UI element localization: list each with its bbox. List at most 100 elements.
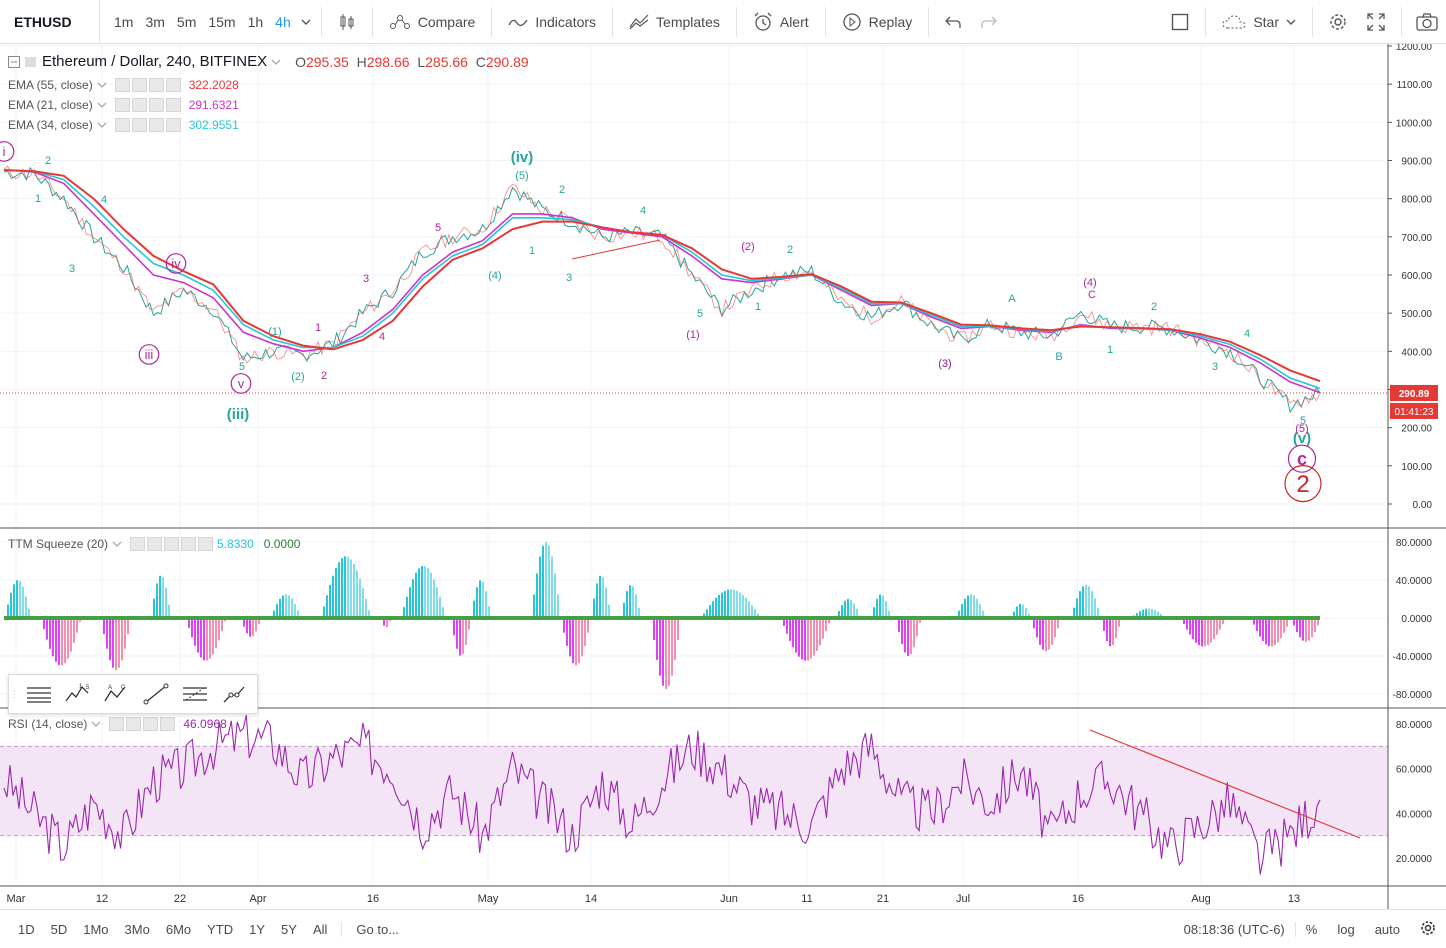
ttm-name[interactable]: TTM Squeeze (20) — [8, 537, 109, 551]
range-5y[interactable]: 5Y — [281, 921, 297, 937]
range-1mo[interactable]: 1Mo — [83, 921, 109, 937]
ema-name[interactable]: EMA (55, close) — [8, 78, 93, 92]
horizontal-lines-tool[interactable] — [19, 674, 58, 714]
trend-line-tool[interactable] — [136, 674, 175, 714]
star-button[interactable]: Star — [1212, 0, 1306, 44]
ema-line-3 — [3, 169, 1321, 383]
drag-handle[interactable]: ⋮ — [9, 688, 19, 699]
collapse-icon[interactable] — [8, 55, 20, 68]
wave-label-magenta: v — [238, 376, 245, 391]
replay-button[interactable]: Replay — [832, 0, 923, 44]
snapshot-button[interactable] — [1408, 0, 1446, 44]
ema-legend-buttons[interactable] — [114, 118, 181, 132]
indicators-icon — [508, 19, 528, 26]
auto-toggle[interactable]: auto — [1374, 921, 1400, 937]
price-tick: 1100.00 — [1397, 80, 1433, 91]
replay-icon — [843, 12, 861, 31]
ema-legend-buttons[interactable] — [114, 78, 181, 92]
svg-text:1: 1 — [79, 684, 83, 690]
gear-icon — [1421, 920, 1435, 935]
ttm-legend-buttons[interactable] — [130, 537, 214, 551]
fullscreen-button[interactable] — [1357, 0, 1395, 44]
interval-1m[interactable]: 1m — [114, 13, 134, 30]
rsi-trend-line — [1089, 729, 1361, 839]
wave-label-teal: 4 — [101, 194, 107, 206]
range-all[interactable]: All — [312, 921, 328, 937]
range-ytd[interactable]: YTD — [207, 921, 234, 937]
chevron-down-icon[interactable] — [97, 101, 107, 109]
symbol-search[interactable]: ETHUSD — [0, 0, 100, 44]
rsi-name[interactable]: RSI (14, close) — [8, 717, 88, 731]
range-3mo[interactable]: 3Mo — [124, 921, 150, 937]
path-tool[interactable] — [214, 674, 253, 714]
time-tick: 14 — [585, 893, 597, 905]
chevron-down-icon[interactable] — [91, 720, 101, 728]
chart-canvas[interactable]: 21 435(2)(1)(3)(iv)(5)2134(4)215AB12345(v… — [0, 44, 1446, 909]
ema-value: 291.6321 — [188, 98, 239, 112]
percent-toggle[interactable]: % — [1294, 921, 1328, 937]
interval-15m[interactable]: 15m — [208, 13, 236, 30]
templates-button[interactable]: Templates — [619, 0, 730, 44]
undo-button[interactable] — [935, 0, 971, 44]
wave-label-teal: (iv) — [511, 149, 534, 166]
wave-label-teal: B — [1055, 351, 1062, 363]
axis-settings-button[interactable] — [1410, 920, 1446, 939]
indicators-button[interactable]: Indicators — [498, 0, 606, 44]
time-tick: 12 — [96, 893, 108, 905]
alert-button[interactable]: Alert — [743, 0, 819, 44]
layout-button[interactable] — [1161, 0, 1199, 44]
fib-retracement-tool[interactable] — [175, 674, 214, 714]
wave-label-magenta: 1 — [315, 322, 321, 334]
countdown-tag — [1390, 402, 1438, 419]
interval-4h[interactable]: 4h — [275, 13, 291, 30]
rsi-tick: 80.0000 — [1396, 720, 1433, 731]
redo-icon — [981, 16, 998, 28]
fullscreen-icon — [1367, 13, 1385, 31]
wave-label-magenta: 2 — [321, 370, 327, 382]
symbol-title[interactable]: Ethereum / Dollar, 240, BITFINEX — [42, 53, 268, 70]
time-tick: Aug — [1191, 893, 1211, 905]
interval-dropdown[interactable] — [297, 0, 315, 44]
undo-icon — [945, 16, 961, 28]
price-tick: 1000.00 — [1396, 118, 1433, 129]
wave-label-teal: (v) — [1293, 430, 1311, 447]
interval-5m[interactable]: 5m — [176, 13, 197, 30]
wave-label-teal: 4 — [1244, 328, 1250, 340]
wave-label-magenta: C — [1088, 289, 1096, 301]
range-1d[interactable]: 1D — [18, 921, 35, 937]
price-tick: 1200.00 — [1396, 44, 1433, 53]
chevron-down-icon[interactable] — [97, 121, 107, 129]
chevron-down-icon[interactable] — [271, 58, 281, 66]
settings-button[interactable] — [1319, 0, 1357, 44]
chart-type-button[interactable] — [328, 0, 366, 44]
range-goto[interactable]: Go to... — [341, 921, 407, 937]
range-6mo[interactable]: 6Mo — [165, 921, 192, 937]
wave-label-magenta: iv — [171, 256, 181, 271]
interval-1h[interactable]: 1h — [247, 13, 264, 30]
wave-label-red: 2 — [1296, 471, 1309, 498]
price-tick: 900.00 — [1401, 157, 1432, 168]
candles-icon — [340, 13, 354, 30]
ema-name[interactable]: EMA (34, close) — [8, 118, 93, 132]
compare-button[interactable]: Compare — [379, 0, 486, 44]
wave-label-teal: 3 — [566, 272, 572, 284]
rsi-legend-buttons[interactable] — [109, 717, 176, 731]
ttm-value-1: 5.8330 — [217, 537, 254, 551]
range-5d[interactable]: 5D — [50, 921, 68, 937]
chevron-down-icon[interactable] — [112, 540, 122, 548]
wave-label-teal: 5 — [697, 308, 703, 320]
clock-timezone[interactable]: 08:18:36 (UTC-6) — [1183, 921, 1285, 937]
time-tick: 11 — [801, 893, 812, 905]
ema-legend-buttons[interactable] — [114, 98, 181, 112]
chevron-down-icon[interactable] — [97, 81, 107, 89]
ema-name[interactable]: EMA (21, close) — [8, 98, 93, 112]
redo-button[interactable] — [971, 0, 1007, 44]
chart-grid — [0, 44, 1388, 884]
range-1y[interactable]: 1Y — [249, 921, 266, 937]
interval-3m[interactable]: 3m — [145, 13, 165, 30]
log-toggle[interactable]: log — [1337, 921, 1355, 937]
